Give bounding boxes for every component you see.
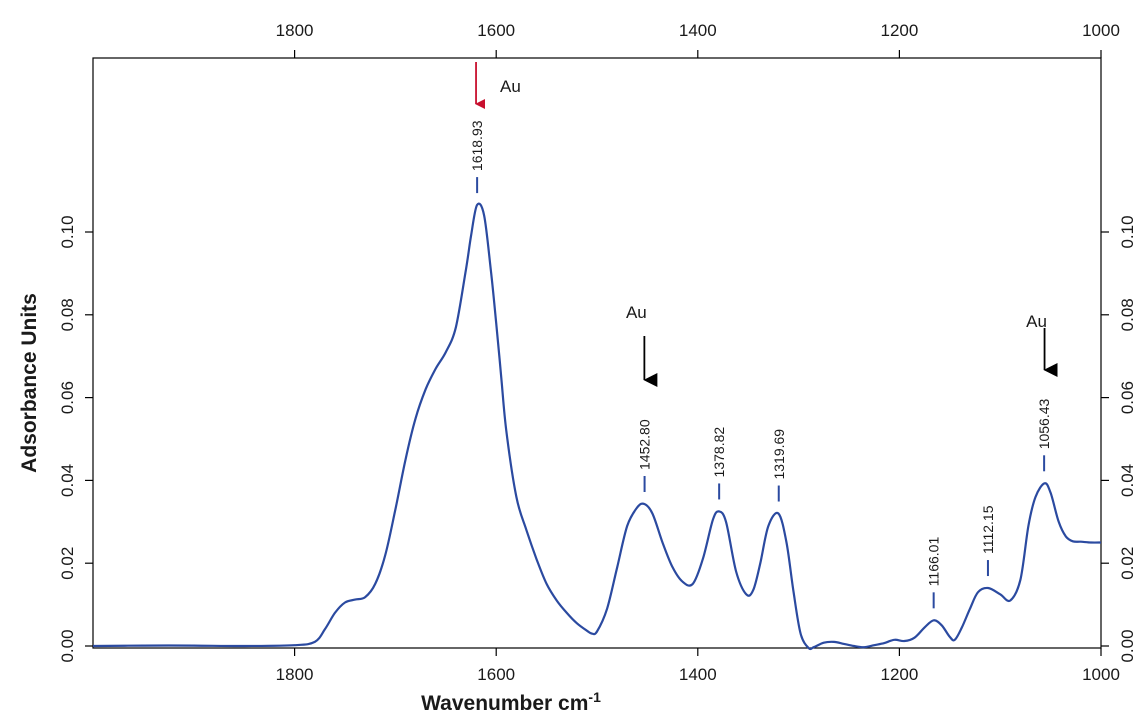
- x-tick-label-bottom: 1000: [1082, 665, 1120, 684]
- x-tick-label-top: 1200: [880, 21, 918, 40]
- y-tick-label-right: 0.00: [1118, 629, 1137, 662]
- spectrum-line: [92, 202, 1102, 651]
- y-tick-label-left: 0.00: [58, 629, 77, 662]
- y-tick-label-right: 0.06: [1118, 381, 1137, 414]
- au-label: Au: [626, 303, 647, 322]
- peak-label: 1378.82: [711, 427, 727, 478]
- x-tick-label-top: 1800: [276, 21, 314, 40]
- y-tick-label-left: 0.06: [58, 381, 77, 414]
- x-tick-label-bottom: 1800: [276, 665, 314, 684]
- x-tick-label-bottom: 1400: [679, 665, 717, 684]
- y-tick-label-right: 0.04: [1118, 464, 1137, 497]
- y-tick-label-left: 0.08: [58, 298, 77, 331]
- y-tick-label-left: 0.02: [58, 547, 77, 580]
- peak-label: 1452.80: [637, 419, 653, 470]
- y-axis-title: Adsorbance Units: [18, 293, 41, 473]
- x-tick-label-top: 1400: [679, 21, 717, 40]
- au-label: Au: [1026, 312, 1047, 331]
- peak-label: 1112.15: [980, 505, 996, 554]
- y-tick-label-left: 0.04: [58, 464, 77, 497]
- x-tick-label-top: 1000: [1082, 21, 1120, 40]
- x-tick-label-top: 1600: [477, 21, 515, 40]
- x-axis-title: Wavenumber cm-1: [421, 689, 601, 715]
- peak-label: 1056.43: [1036, 398, 1052, 449]
- y-tick-label-left: 0.10: [58, 215, 77, 248]
- y-tick-label-right: 0.08: [1118, 298, 1137, 331]
- x-tick-label-bottom: 1600: [477, 665, 515, 684]
- au-label: Au: [500, 77, 521, 96]
- peak-label: 1319.69: [771, 429, 787, 480]
- x-tick-label-bottom: 1200: [880, 665, 918, 684]
- y-tick-label-right: 0.10: [1118, 215, 1137, 248]
- peak-label: 1166.01: [926, 537, 942, 587]
- peak-label: 1618.93: [469, 120, 485, 171]
- y-tick-label-right: 0.02: [1118, 547, 1137, 580]
- plot-frame: [92, 57, 1102, 649]
